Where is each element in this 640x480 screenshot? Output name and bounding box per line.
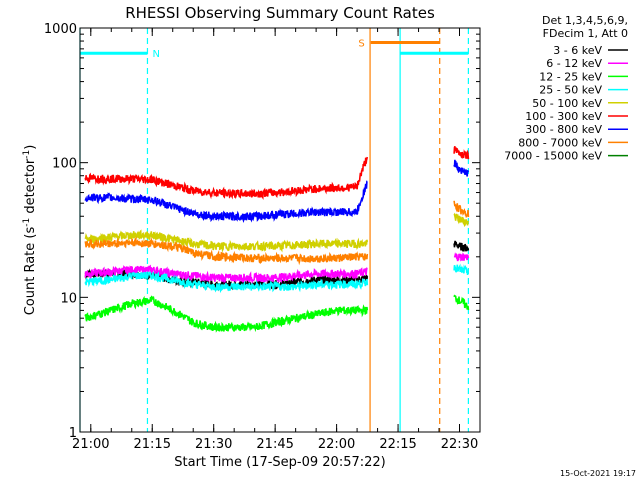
- legend-label-7: 300 - 800 keV: [525, 123, 602, 136]
- series-line-3-segment-2: [453, 294, 470, 311]
- y-axis-label-sup2: -1: [22, 150, 32, 159]
- y-axis-label-mid: detector: [23, 158, 38, 218]
- footer-timestamp: 15-Oct-2021 19:17: [560, 469, 636, 478]
- legend-label-4: 25 - 50 keV: [539, 84, 602, 97]
- x-tick-label-3: 21:30: [195, 437, 232, 452]
- chart-title: RHESSI Observing Summary Count Rates: [125, 4, 435, 22]
- legend-label-1: 3 - 6 keV: [553, 44, 602, 57]
- series-line-2-segment-2: [453, 252, 470, 262]
- x-axis-label: Start Time (17-Sep-09 20:57:22): [174, 455, 385, 470]
- x-tick-label-2: 21:15: [134, 437, 171, 452]
- y-tick-label-3: 100: [52, 157, 77, 172]
- legend-label-3: 12 - 25 keV: [539, 70, 602, 83]
- legend-label-9: 7000 - 15000 keV: [504, 150, 602, 163]
- series-line-1-segment-2: [453, 240, 470, 252]
- x-tick-label-6: 22:15: [379, 437, 416, 452]
- series-line-8-segment-1: [84, 236, 369, 266]
- y-tick-label-2: 10: [60, 291, 77, 306]
- series-line-7-segment-2: [453, 159, 470, 177]
- x-tick-label-5: 22:00: [318, 437, 355, 452]
- flag-bars: NS: [80, 39, 469, 60]
- flag-label-2: S: [358, 39, 364, 50]
- axis-ticks: [80, 27, 481, 433]
- series-line-7-segment-1: [84, 180, 368, 223]
- series-line-4-segment-1: [84, 271, 369, 294]
- y-axis-label-sup1: -1: [22, 218, 32, 227]
- series-lines: [84, 146, 470, 333]
- legend-label-2: 6 - 12 keV: [546, 57, 602, 70]
- y-tick-labels: 1 10 100 1000: [44, 22, 77, 441]
- series-line-4-segment-2: [453, 263, 469, 276]
- y-axis-label-main: Count Rate (s: [23, 227, 38, 316]
- legend-label-8: 800 - 7000 keV: [518, 136, 602, 149]
- series-line-3-segment-1: [84, 295, 369, 333]
- y-tick-label-4: 1000: [44, 22, 77, 37]
- y-axis-label-end: ): [23, 145, 38, 150]
- legend: Det 1,3,4,5,6,9, FDecim 1, Att 0 3 - 6 k…: [504, 14, 628, 163]
- series-line-5-segment-2: [453, 212, 470, 227]
- legend-header-line-1: Det 1,3,4,5,6,9,: [542, 14, 628, 27]
- legend-label-6: 100 - 300 keV: [525, 110, 602, 123]
- x-tick-label-4: 21:45: [256, 437, 293, 452]
- legend-header-line-2: FDecim 1, Att 0: [543, 27, 628, 40]
- x-tick-label-7: 22:30: [441, 437, 478, 452]
- x-tick-label-1: 21:00: [72, 437, 109, 452]
- y-tick-label-1: 1: [69, 426, 77, 441]
- series-line-2-segment-1: [84, 264, 368, 285]
- series-line-5-segment-1: [84, 229, 369, 253]
- series-line-8-segment-2: [453, 200, 470, 219]
- flag-label-1: N: [152, 49, 159, 60]
- series-line-6-segment-1: [84, 156, 369, 201]
- legend-label-5: 50 - 100 keV: [532, 97, 602, 110]
- x-tick-labels: 21:00 21:15 21:30 21:45 22:00 22:15 22:30: [72, 437, 478, 452]
- series-line-6-segment-2: [453, 146, 470, 160]
- plot-frame: [79, 27, 481, 433]
- y-axis-label: Count Rate (s-1 detector-1): [22, 145, 38, 316]
